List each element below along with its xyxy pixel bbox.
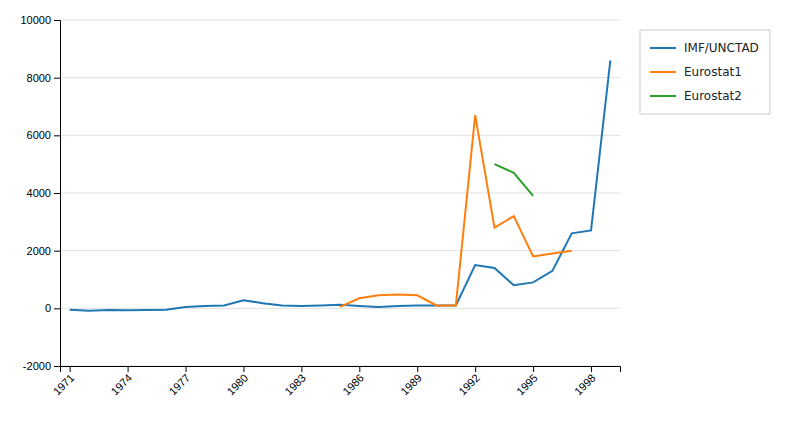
tick-mark [243,366,244,372]
tick-mark [301,366,302,372]
tick: 10000 [20,14,60,26]
tick: 1977 [166,366,192,397]
grid-line [60,308,620,309]
grid-line [60,77,620,78]
tick: 2000 [27,245,60,257]
grid [60,20,620,366]
tick: 8000 [27,72,60,84]
tick: -2000 [23,360,60,372]
tick-label: -2000 [23,360,51,372]
tick-label: 1986 [340,372,366,398]
tick-label: 0 [45,302,51,314]
tick-label: 1995 [514,372,540,398]
legend-swatch [650,47,676,49]
tick: 1995 [514,366,540,397]
tick-mark [128,366,129,372]
tick-mark [475,366,476,372]
tick-label: 10000 [20,14,51,26]
tick: 1983 [282,366,308,397]
legend-item: IMF/UNCTAD [650,41,759,55]
tick-mark [54,308,60,309]
legend-item: Eurostat2 [650,89,742,103]
tick-mark [54,251,60,252]
series-line [70,60,611,310]
legend-box [640,30,770,114]
tick-mark [359,366,360,372]
legend-label: Eurostat1 [684,65,742,79]
tick-label: 2000 [27,245,51,257]
legend-item: Eurostat1 [650,65,742,79]
tick-mark [70,366,71,372]
tick-mark [54,20,60,21]
legend-label: IMF/UNCTAD [684,41,759,55]
tick-mark [54,366,60,367]
tick-label: 1983 [282,372,308,398]
tick-label: 1974 [109,372,135,398]
legend: IMF/UNCTAD Eurostat1 Eurostat2 [640,30,770,114]
grid-line [60,135,620,136]
tick: 1998 [572,366,598,397]
tick-label: 1980 [224,372,250,398]
grid-line [60,193,620,194]
tick-mark [417,366,418,372]
tick-label: 1989 [398,372,424,398]
legend-label: Eurostat2 [684,89,742,103]
tick: 4000 [27,187,60,199]
axis-line [61,367,621,373]
tick-label: 1977 [166,372,192,398]
plot: 1971 1974 1977 1980 1983 1986 1989 1992 1995 1998… [20,14,620,397]
grid-line [60,250,620,251]
tick-label: 8000 [27,72,51,84]
chart: 1971 1974 1977 1980 1983 1986 1989 1992 1995 1998… [0,0,790,426]
tick-mark [533,366,534,372]
series-line [340,115,572,307]
y-axis: -2000 0 2000 4000 6000 8000 10000 [20,14,60,372]
tick: 1974 [109,366,135,397]
grid-line [60,20,620,21]
tick: 1971 [51,366,77,397]
tick-mark [591,366,592,372]
tick: 0 [45,302,60,314]
series-line [494,164,533,196]
tick: 6000 [27,129,60,141]
tick-label: 1971 [51,372,77,398]
tick-mark [54,135,60,136]
tick: 1980 [224,366,250,397]
tick-label: 1998 [572,372,598,398]
x-axis: 1971 1974 1977 1980 1983 1986 1989 1992 1995 1998 [51,366,621,397]
tick-mark [186,366,187,372]
tick: 1992 [456,366,482,397]
tick-label: 1992 [456,372,482,398]
axis-line [54,21,61,367]
series-group [70,60,611,310]
tick: 1989 [398,366,424,397]
tick-mark [54,78,60,79]
legend-swatch [650,71,676,73]
tick-label: 4000 [27,187,51,199]
legend-swatch [650,95,676,97]
tick: 1986 [340,366,366,397]
tick-mark [54,193,60,194]
tick-label: 6000 [27,129,51,141]
